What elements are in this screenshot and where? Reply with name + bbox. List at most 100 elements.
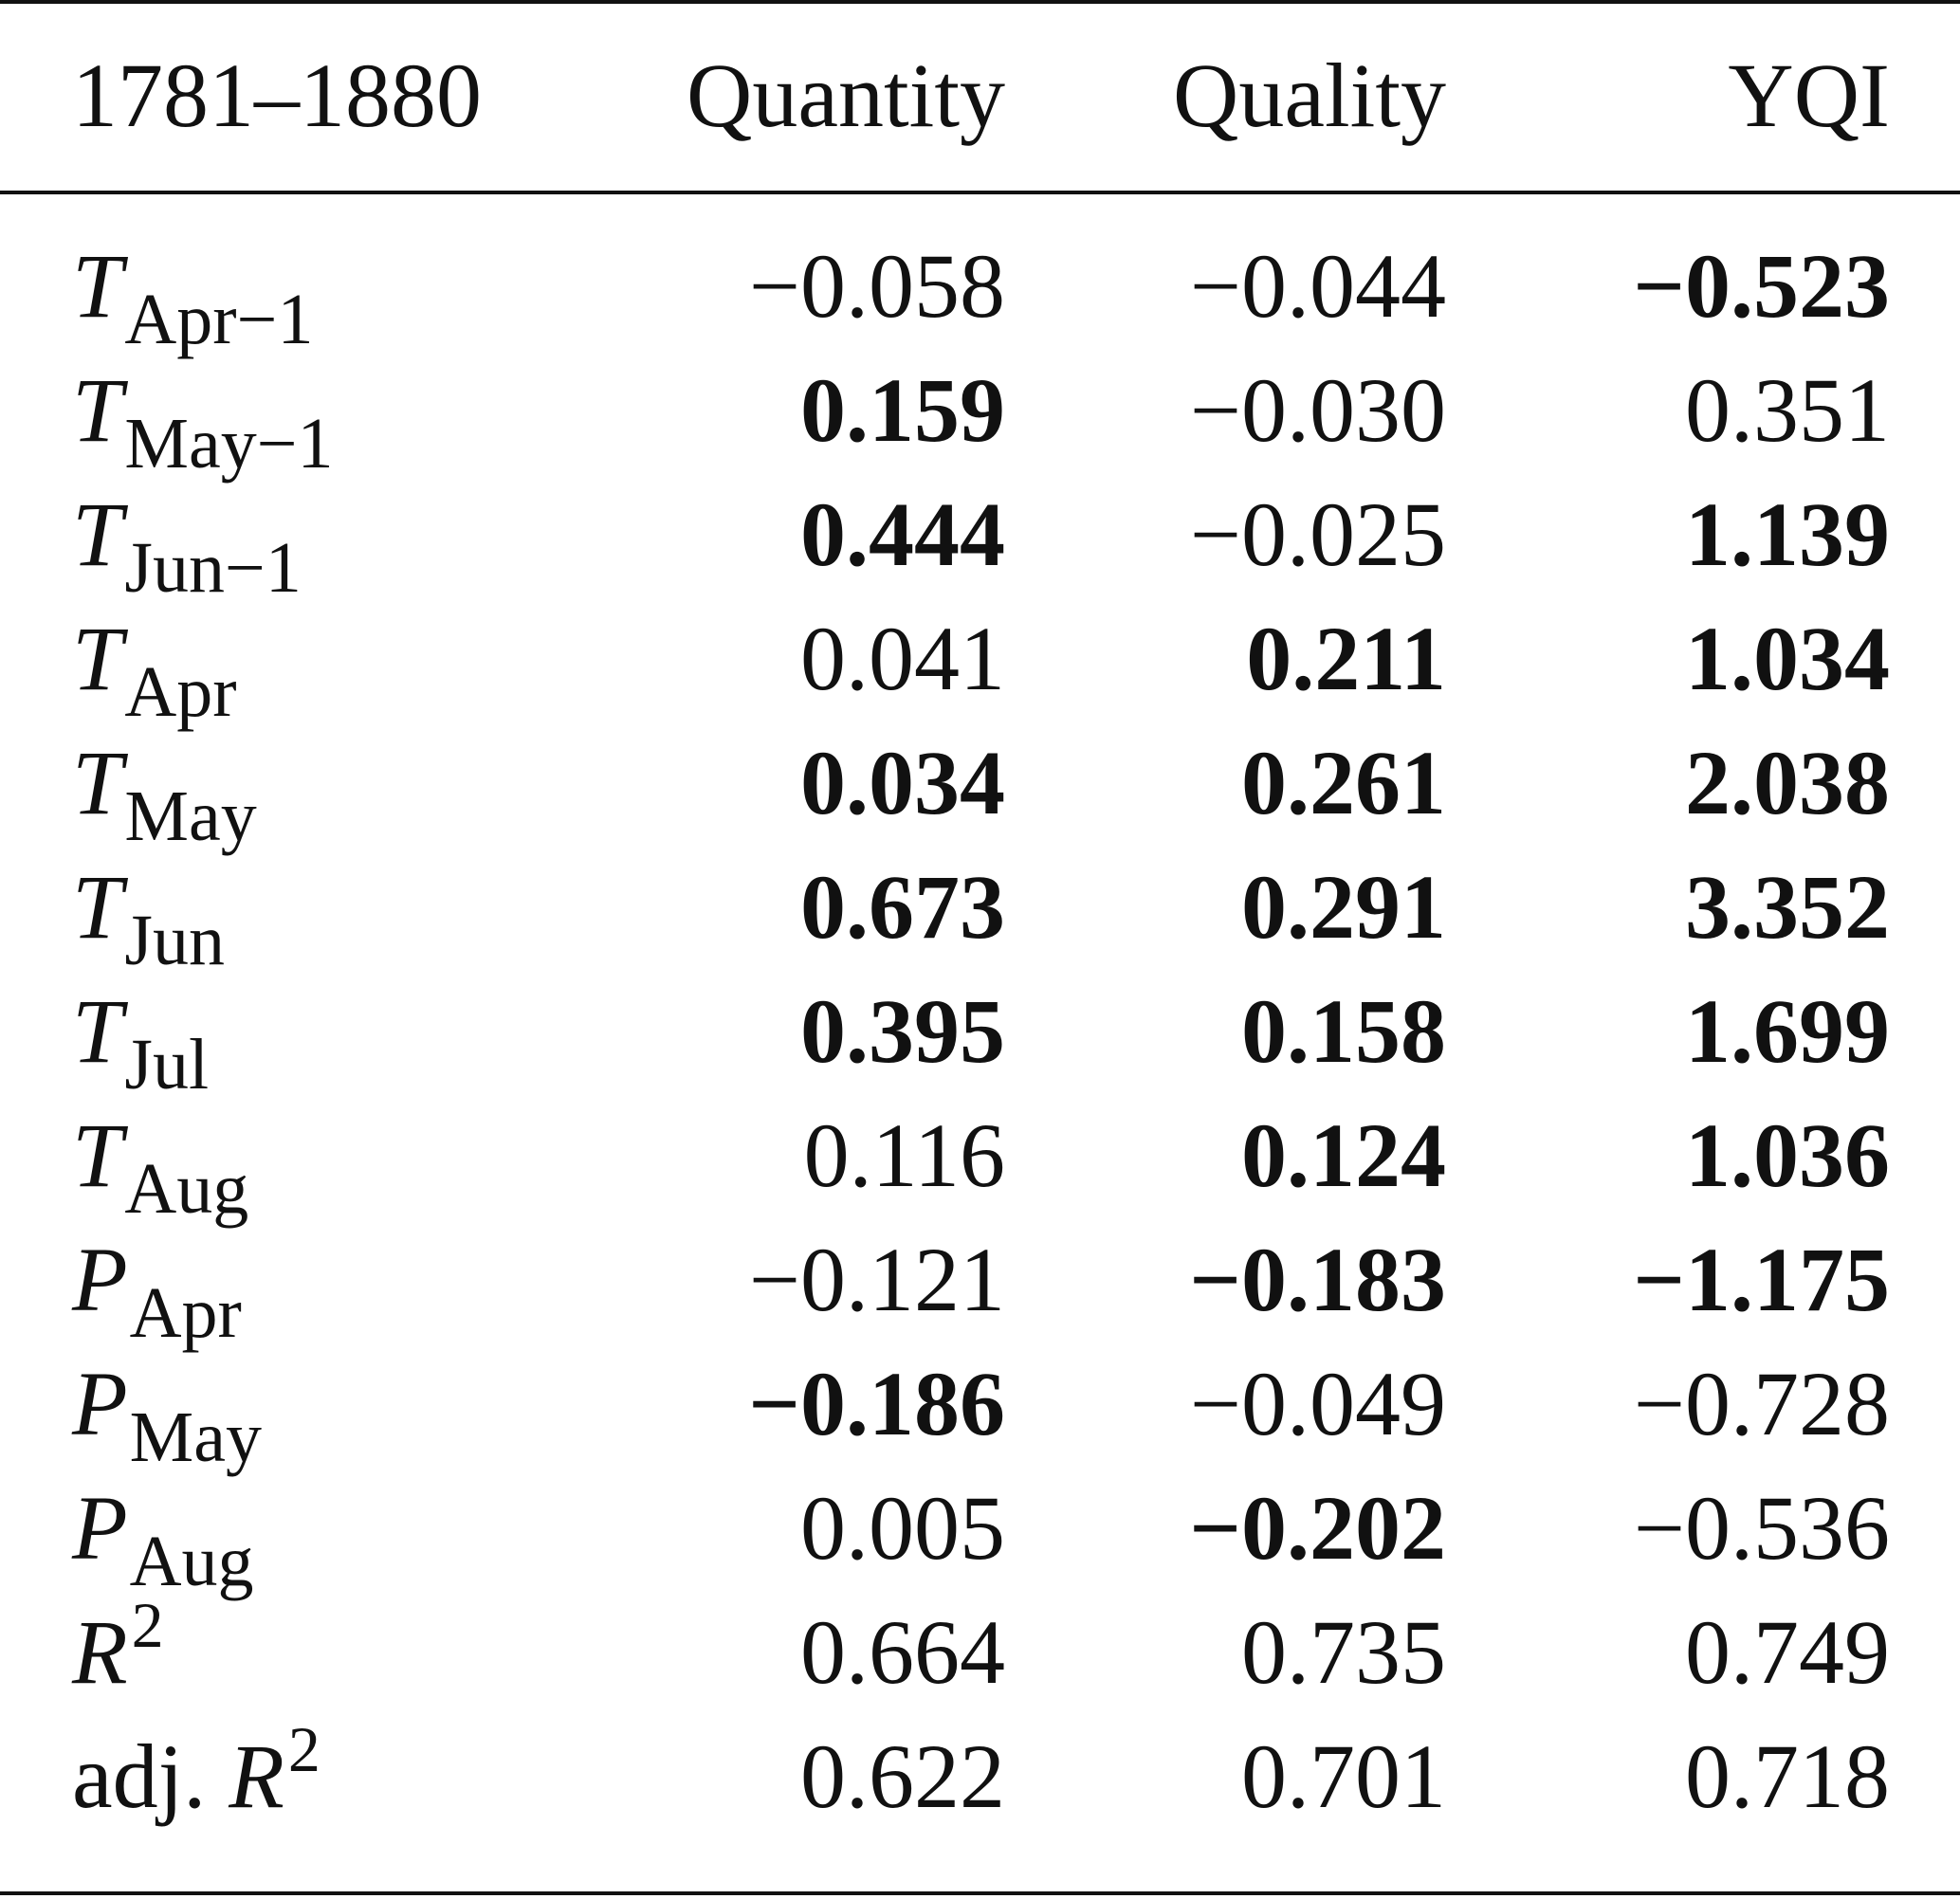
variable-symbol: P [72,1352,128,1454]
fit-row: R2 0.664 0.735 0.749 [0,1590,1960,1714]
header-period: 1781–1880 [72,44,482,146]
quantity-cell: 0.395 [800,979,1005,1082]
variable-symbol: T [72,731,123,833]
variable-subscript: Apr [129,1272,242,1353]
row-label: TMay [0,721,626,852]
quantity-cell: 0.116 [803,1104,1005,1206]
quality-cell: −0.025 [1189,483,1446,585]
row-label: TJun [0,845,626,977]
spacer-row [0,191,1960,224]
quantity-cell: −0.121 [748,1228,1005,1330]
table-row: TAug 0.116 0.124 1.036 [0,1093,1960,1225]
variable-symbol: P [72,1228,128,1330]
row-label: TApr−1 [0,224,626,356]
yqi-cell: 1.036 [1685,1104,1890,1206]
row-label: PApr [0,1217,626,1349]
table-row: PAug 0.005 −0.202 −0.536 [0,1466,1960,1598]
yqi-cell: 1.699 [1685,979,1890,1082]
yqi-cell: −1.175 [1633,1228,1890,1330]
header-row: 1781–1880 Quantity Quality YQI [0,0,1960,191]
quantity-cell: 0.622 [800,1725,1005,1827]
variable-subscript: Aug [129,1521,254,1601]
table-body: TApr−1 −0.058 −0.044 −0.523 TMay−1 0.159 −0.03… [0,191,1960,1838]
table-row: PApr −0.121 −0.183 −1.175 [0,1217,1960,1349]
variable-subscript: May [129,1397,262,1477]
yqi-cell: 3.352 [1685,855,1890,958]
row-label: TJul [0,969,626,1101]
fit-superscript: 2 [287,1712,321,1785]
variable-symbol: T [72,358,123,461]
quantity-cell: 0.041 [800,607,1005,709]
row-label: TMay−1 [0,348,626,480]
quality-cell: 0.158 [1241,979,1446,1082]
yqi-cell: 1.034 [1685,607,1890,709]
row-label: TJun−1 [0,472,626,604]
row-label: PAug [0,1466,626,1598]
variable-symbol: T [72,855,123,958]
quality-cell: −0.049 [1189,1352,1446,1454]
variable-symbol: T [72,607,123,709]
yqi-cell: 0.718 [1685,1725,1890,1827]
header-yqi: YQI [1728,44,1890,146]
quality-cell: 0.291 [1241,855,1446,958]
yqi-cell: 1.139 [1685,483,1890,585]
variable-symbol: T [72,234,123,337]
header-rule [0,191,1960,194]
variable-subscript: Apr−1 [124,279,314,359]
row-label: R2 [0,1590,626,1714]
row-label: TApr [0,596,626,728]
regression-table: 1781–1880 Quantity Quality YQI TApr−1 −0.… [0,0,1960,1838]
quantity-cell: 0.444 [800,483,1005,585]
variable-symbol: T [72,1104,123,1206]
yqi-cell: −0.728 [1633,1352,1890,1454]
quality-cell: 0.261 [1241,731,1446,833]
row-label: TAug [0,1093,626,1225]
yqi-cell: 2.038 [1685,731,1890,833]
variable-subscript: Jul [124,1024,210,1105]
bottom-rule [0,1891,1960,1895]
quality-cell: 0.211 [1246,607,1446,709]
quality-cell: 0.124 [1241,1104,1446,1206]
quantity-cell: 0.673 [800,855,1005,958]
variable-subscript: May [124,776,257,856]
quality-cell: 0.701 [1241,1725,1446,1827]
row-label: PMay [0,1342,626,1473]
yqi-cell: −0.536 [1633,1476,1890,1579]
quality-cell: −0.202 [1189,1476,1446,1579]
fit-row: adj. R2 0.622 0.701 0.718 [0,1714,1960,1838]
table-row: TJul 0.395 0.158 1.699 [0,969,1960,1101]
fit-symbol: R [72,1600,128,1703]
table-row: TMay 0.034 0.261 2.038 [0,721,1960,852]
quantity-cell: 0.034 [800,731,1005,833]
variable-subscript: Apr [124,651,237,732]
table-row: TJun−1 0.444 −0.025 1.139 [0,472,1960,604]
fit-prefix: adj. [72,1725,229,1827]
quantity-cell: −0.186 [748,1352,1005,1454]
top-rule [0,0,1960,4]
variable-symbol: T [72,979,123,1082]
header-quantity: Quantity [687,44,1005,146]
table-row: TMay−1 0.159 −0.030 0.351 [0,348,1960,480]
quality-cell: −0.044 [1189,234,1446,337]
table-row: TApr−1 −0.058 −0.044 −0.523 [0,224,1960,356]
yqi-cell: 0.749 [1685,1600,1890,1703]
variable-subscript: Aug [124,1148,249,1229]
variable-subscript: May−1 [124,403,334,484]
quality-cell: −0.183 [1189,1228,1446,1330]
table-row: TApr 0.041 0.211 1.034 [0,596,1960,728]
variable-subscript: Jun [124,900,225,980]
fit-symbol: R [229,1725,284,1827]
table-row: PMay −0.186 −0.049 −0.728 [0,1342,1960,1473]
quality-cell: 0.735 [1241,1600,1446,1703]
row-label: adj. R2 [0,1714,626,1838]
quantity-cell: 0.159 [800,358,1005,461]
yqi-cell: −0.523 [1633,234,1890,337]
table-row: TJun 0.673 0.291 3.352 [0,845,1960,977]
variable-subscript: Jun−1 [124,527,302,608]
quantity-cell: 0.664 [800,1600,1005,1703]
variable-symbol: T [72,483,123,585]
fit-superscript: 2 [131,1588,164,1661]
yqi-cell: 0.351 [1685,358,1890,461]
header-quality: Quality [1173,44,1446,146]
quantity-cell: −0.058 [748,234,1005,337]
